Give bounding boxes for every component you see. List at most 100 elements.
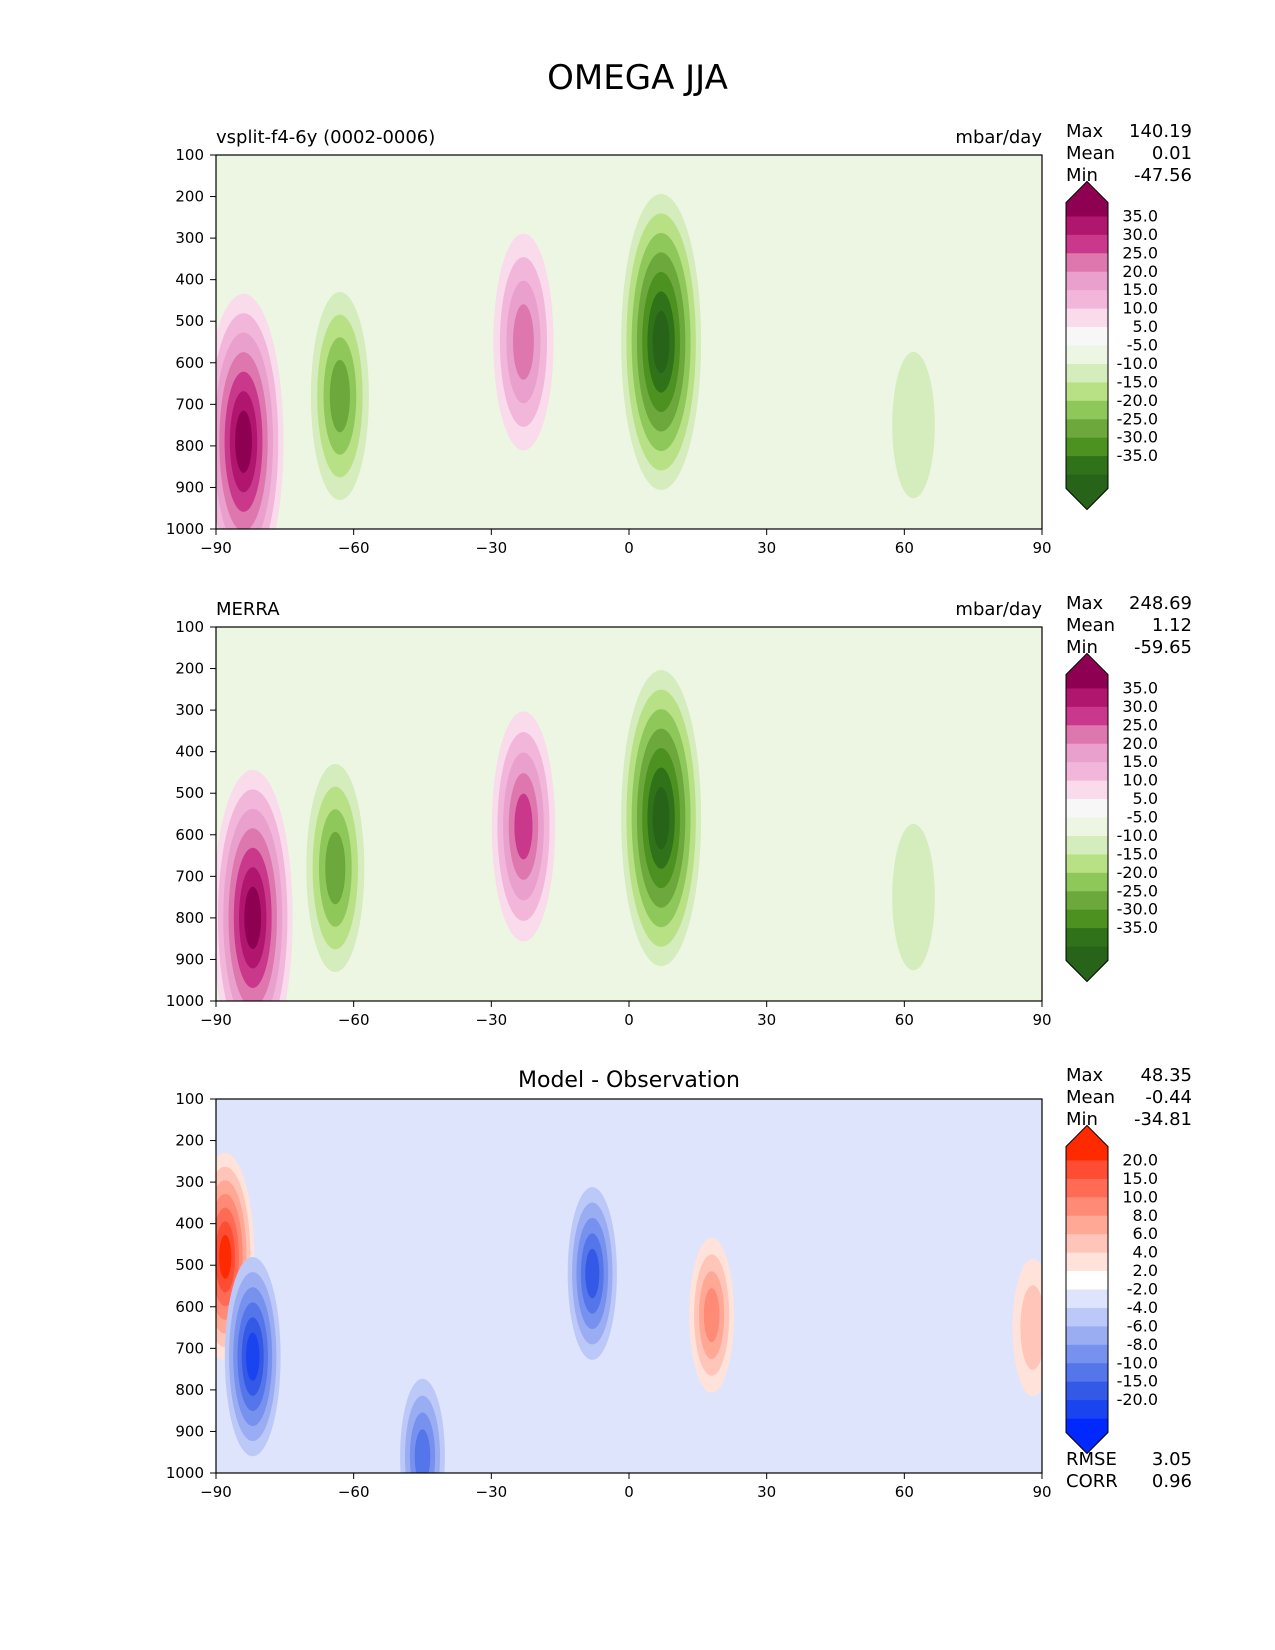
y-tick-label: 800 (175, 909, 204, 927)
stat-value-mean: 0.01 (1152, 143, 1192, 164)
x-tick-label: −30 (476, 1011, 508, 1029)
contour-subtropical-descent-3 (512, 304, 534, 380)
y-tick-label: 300 (175, 1173, 204, 1191)
colorbar-bin (1066, 382, 1108, 402)
colorbar-bin (1066, 780, 1108, 800)
colorbar-outline (1065, 180, 1109, 511)
colorbar-tick-label: -15.0 (1117, 372, 1158, 391)
contour-polar-descent-6 (235, 410, 252, 473)
metric-value-rmse: 3.05 (1152, 1449, 1192, 1470)
colorbar-tick-label: 5.0 (1133, 317, 1158, 336)
stat-value-max: 48.35 (1140, 1065, 1192, 1086)
contour-southern-midlat-ascent-3 (329, 359, 350, 433)
colorbar-tick-label: -15.0 (1117, 844, 1158, 863)
y-tick-label: 1000 (166, 992, 204, 1010)
colorbar-tick-label: -25.0 (1117, 881, 1158, 900)
colorbar-tick-label: -4.0 (1127, 1298, 1158, 1317)
colorbar-bin (1066, 437, 1108, 457)
colorbar-tick-label: 5.0 (1133, 789, 1158, 808)
x-tick-label: −30 (476, 1483, 508, 1501)
units-label: mbar/day (955, 127, 1042, 148)
x-tick-label: −30 (476, 539, 508, 557)
y-tick-label: 300 (175, 701, 204, 719)
colorbar-tick-label: -2.0 (1127, 1280, 1158, 1299)
colorbar-bin (1066, 1252, 1108, 1272)
colorbar-bin (1066, 891, 1108, 911)
colorbar-bin (1066, 1326, 1108, 1346)
x-tick-label: 60 (895, 1483, 914, 1501)
stat-label-min: Min (1066, 165, 1098, 186)
colorbar-tick-label: 35.0 (1122, 206, 1158, 225)
colorbar-tick-label: 2.0 (1133, 1261, 1158, 1280)
y-tick-label: 400 (175, 1215, 204, 1233)
colorbar-tick-label: -30.0 (1117, 900, 1158, 919)
y-tick-label: 900 (175, 478, 204, 496)
contour-southern-midlat-ascent-3 (325, 831, 346, 905)
y-tick-label: 900 (175, 1422, 204, 1440)
colorbar-bin (1066, 1363, 1108, 1383)
contour-northern-midlat-ascent-0 (892, 823, 935, 971)
stat-value-min: -47.56 (1134, 165, 1192, 186)
figure-title: OMEGA JJA (547, 58, 728, 98)
colorbar-tick-label: 30.0 (1122, 697, 1158, 716)
colorbar-bin (1066, 743, 1108, 763)
y-tick-label: 700 (175, 867, 204, 885)
colorbar-tick-label: 20.0 (1122, 262, 1158, 281)
colorbar-bottom-extend (1066, 1418, 1108, 1454)
colorbar-tick-label: -35.0 (1117, 918, 1158, 937)
colorbar-bin (1066, 928, 1108, 948)
y-tick-label: 300 (175, 229, 204, 247)
contour-subtropical-descent-4 (514, 793, 533, 860)
colorbar-bin (1066, 1289, 1108, 1309)
x-tick-label: −90 (200, 1011, 232, 1029)
colorbar-top-extend (1066, 1125, 1108, 1161)
stat-label-max: Max (1066, 593, 1104, 614)
x-tick-label: −90 (200, 539, 232, 557)
colorbar-tick-label: -15.0 (1117, 1372, 1158, 1391)
x-tick-label: −90 (200, 1483, 232, 1501)
colorbar-tick-label: -6.0 (1127, 1316, 1158, 1335)
colorbar-tick-label: 35.0 (1122, 678, 1158, 697)
colorbar-bin (1066, 327, 1108, 346)
colorbar-tick-label: 15.0 (1122, 752, 1158, 771)
y-tick-label: 100 (175, 146, 204, 164)
stat-value-min: -59.65 (1134, 637, 1192, 658)
colorbar-outline (1065, 1124, 1109, 1455)
colorbar: 35.030.025.020.015.010.05.0-5.0-10.0-15.… (1065, 652, 1158, 983)
colorbar-tick-label: -10.0 (1117, 354, 1158, 373)
y-tick-label: 500 (175, 312, 204, 330)
stat-value-max: 140.19 (1129, 121, 1192, 142)
colorbar-tick-label: 25.0 (1122, 715, 1158, 734)
colorbar-tick-label: -10.0 (1117, 826, 1158, 845)
colorbar-bin (1066, 345, 1108, 365)
colorbar-tick-label: 25.0 (1122, 243, 1158, 262)
x-tick-label: −60 (338, 539, 370, 557)
stat-label-max: Max (1066, 121, 1104, 142)
colorbar-bin (1066, 253, 1108, 273)
y-tick-label: 100 (175, 1090, 204, 1108)
colorbar-tick-label: 15.0 (1122, 1169, 1158, 1188)
contour-itcz-ascent-6 (652, 310, 670, 374)
colorbar-tick-label: 10.0 (1122, 299, 1158, 318)
contour-polar-descent-6 (244, 886, 262, 950)
contour-itcz-ascent-6 (652, 786, 670, 850)
y-tick-label: 500 (175, 1256, 204, 1274)
colorbar-bin (1066, 1234, 1108, 1254)
contour-northern-edge-positive-1 (1020, 1285, 1042, 1370)
y-tick-label: 500 (175, 784, 204, 802)
y-tick-label: 800 (175, 1381, 204, 1399)
subtitle-left: vsplit-f4-6y (0002-0006) (216, 127, 435, 148)
contour-polar-negative-5 (245, 1332, 260, 1381)
colorbar-bin (1066, 234, 1108, 254)
colorbar-bin (1066, 854, 1108, 874)
contour-group (216, 1152, 1042, 1473)
contour-group (216, 670, 935, 1001)
colorbar-bin (1066, 835, 1108, 855)
y-tick-label: 1000 (166, 1464, 204, 1482)
stat-label-mean: Mean (1066, 143, 1115, 164)
colorbar-tick-label: -35.0 (1117, 446, 1158, 465)
colorbar-tick-label: -20.0 (1117, 863, 1158, 882)
colorbar-tick-label: 8.0 (1133, 1206, 1158, 1225)
colorbar-tick-label: -20.0 (1117, 1390, 1158, 1409)
